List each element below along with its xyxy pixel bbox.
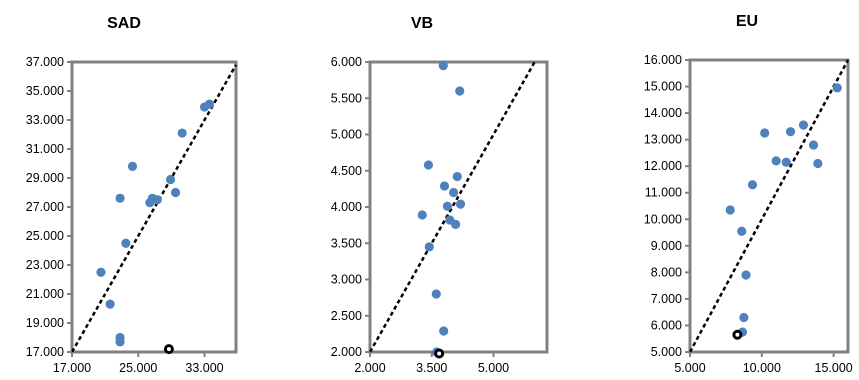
data-point [452, 171, 462, 182]
data-point [423, 160, 434, 170]
data-point [431, 289, 441, 299]
y-tick-label: 15.000 [644, 80, 682, 94]
data-point [455, 86, 465, 96]
chart-title: SAD [107, 15, 141, 32]
data-point [165, 174, 176, 185]
chart-panel-vb: VB 2.000 2.500 3.000 3.500 4.000 4.500 5.000 5.5… [331, 15, 549, 375]
data-point [152, 195, 162, 205]
data-point [448, 187, 459, 198]
y-tick-label: 21.000 [26, 287, 64, 301]
x-tick-label: 5.000 [478, 361, 509, 375]
data-point [439, 181, 450, 191]
y-tick-label: 6.000 [331, 55, 362, 69]
data-point [115, 337, 125, 347]
y-tick-label: 27.000 [26, 200, 64, 214]
reference-line-identity [688, 59, 850, 353]
data-point [127, 161, 138, 171]
x-tick-label: 5.000 [674, 361, 705, 375]
y-tick-label: 31.000 [26, 142, 64, 156]
y-tick-label: 25.000 [26, 229, 64, 243]
highlighted-data-point [732, 329, 743, 340]
data-point [121, 238, 131, 248]
data-point [781, 157, 791, 167]
data-point [760, 128, 770, 138]
data-point [177, 128, 187, 138]
chart-title: VB [411, 15, 433, 32]
x-tick-label: 2.000 [354, 361, 385, 375]
data-point [771, 156, 781, 166]
y-tick-label: 3.500 [331, 236, 362, 250]
y-tick-label: 13.000 [644, 133, 682, 147]
y-tick-label: 23.000 [26, 258, 64, 272]
highlighted-data-point [434, 348, 445, 359]
x-tick-label: 10.000 [743, 361, 781, 375]
y-tick-label: 11.000 [645, 186, 682, 200]
y-tick-label: 8.000 [651, 265, 682, 279]
y-tick-label: 16.000 [644, 53, 682, 67]
y-tick-label: 17.000 [26, 345, 64, 359]
x-tick-label: 15.000 [815, 361, 853, 375]
data-point [438, 61, 448, 71]
reference-line-identity [70, 64, 238, 353]
data-point [455, 199, 466, 209]
y-tick-label: 12.000 [644, 159, 682, 173]
y-tick-label: 2.000 [331, 345, 362, 359]
y-tick-label: 2.500 [331, 309, 362, 323]
y-tick-label: 6.000 [651, 318, 682, 332]
y-tick-label: 19.000 [26, 316, 64, 330]
data-point [808, 140, 819, 150]
chart-panel-eu: EU 5.000 6.000 7.000 8.000 9.000 10.000 11.000 1… [644, 13, 853, 375]
data-point [741, 270, 751, 280]
data-point [785, 127, 796, 137]
y-tick-label: 4.000 [331, 200, 362, 214]
data-point [105, 299, 115, 309]
data-point [813, 158, 823, 169]
y-tick-label: 5.500 [331, 91, 362, 105]
data-point [737, 226, 747, 236]
data-point [832, 83, 842, 93]
data-point [442, 201, 452, 211]
y-tick-label: 14.000 [644, 106, 682, 120]
data-point [170, 187, 181, 198]
y-tick-label: 33.000 [26, 113, 64, 127]
y-tick-label: 10.000 [644, 212, 682, 226]
data-point [204, 99, 215, 109]
data-point [439, 326, 449, 336]
x-tick-label: 33.000 [185, 361, 223, 375]
plot-area-frame [70, 60, 238, 354]
data-point [798, 120, 809, 130]
data-point [115, 193, 125, 203]
data-point [747, 180, 758, 190]
y-tick-label: 5.000 [651, 345, 682, 359]
x-tick-label: 25.000 [119, 361, 157, 375]
y-tick-label: 5.000 [331, 128, 362, 142]
chart-panel-sad: SAD 17.000 19.000 21.000 23.000 25.000 27.000 2… [26, 15, 238, 375]
y-tick-label: 7.000 [651, 292, 682, 306]
x-tick-label: 17.000 [53, 361, 91, 375]
y-tick-label: 4.500 [331, 164, 362, 178]
data-point [417, 210, 427, 220]
data-point [451, 219, 461, 229]
y-tick-label: 29.000 [26, 171, 64, 185]
data-point [725, 205, 735, 215]
data-point [424, 242, 434, 252]
chart-title: EU [736, 13, 758, 30]
data-point [96, 267, 106, 277]
y-tick-label: 35.000 [26, 84, 64, 98]
y-tick-label: 9.000 [651, 239, 682, 253]
highlighted-data-point [163, 344, 174, 355]
y-tick-label: 37.000 [26, 55, 64, 69]
data-point [739, 312, 749, 323]
y-tick-label: 3.000 [331, 273, 362, 287]
x-tick-label: 3.500 [416, 361, 447, 375]
